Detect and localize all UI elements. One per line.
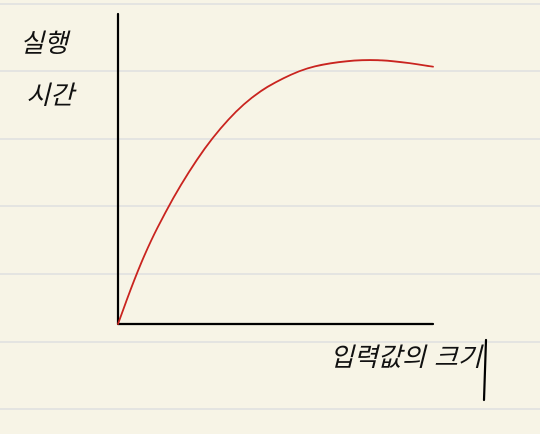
series-line [117,59,434,325]
x-axis-label: 입력값의 크기 [330,343,484,373]
ruled-lines [0,3,540,410]
x-axis-label-group: 입력값의 크기 [330,338,488,402]
y-axis-label-line: 시간 [26,81,77,111]
y-axis-label: 실행 시간 [20,29,77,111]
handwritten-stroke [482,338,488,402]
y-axis-label-line: 실행 [20,29,71,59]
